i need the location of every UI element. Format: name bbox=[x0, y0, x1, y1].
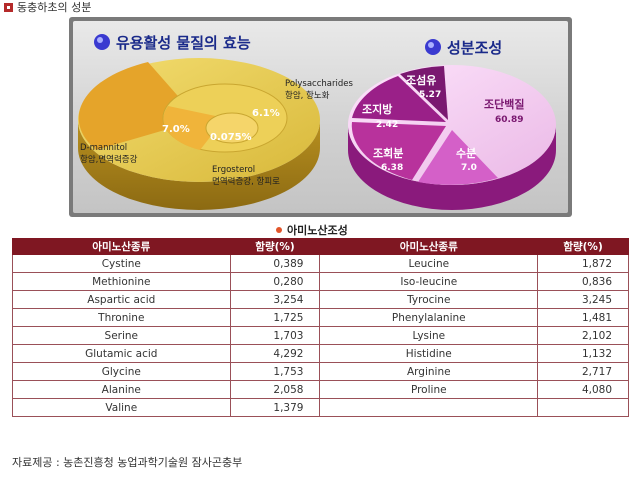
header-amino-type: 아미노산종류 bbox=[319, 238, 539, 255]
amino-value: 2,058 bbox=[229, 380, 321, 399]
amino-value: 0,836 bbox=[537, 272, 629, 291]
amino-name: Cystine bbox=[12, 254, 231, 273]
amino-value: 0,280 bbox=[229, 272, 321, 291]
amino-value: 3,245 bbox=[537, 290, 629, 309]
left-label-dman-value: 7.0% bbox=[162, 124, 190, 135]
left-donut-side bbox=[78, 120, 320, 210]
left-label-poly-name: Polysaccharides bbox=[285, 79, 353, 89]
table-row: Thronine 1,725 Phenylalanine 1,481 bbox=[12, 308, 629, 327]
right-label-protein-value: 60.89 bbox=[495, 115, 523, 125]
amino-name: Glycine bbox=[12, 362, 231, 381]
left-inner-slice bbox=[163, 106, 225, 150]
right-label-fat-name: 조지방 bbox=[362, 102, 392, 116]
right-label-fat-value: 2.42 bbox=[376, 120, 398, 130]
right-label-moisture-value: 7.0 bbox=[461, 163, 477, 173]
table-row: Alanine 2,058 Proline 4,080 bbox=[12, 380, 629, 399]
table-header-row: 아미노산종류 함량(%) 아미노산종류 함량(%) bbox=[12, 238, 629, 255]
right-chart-title: 성분조성 bbox=[447, 39, 502, 57]
left-chart-title-group: 유용활성 물질의 효능 bbox=[94, 34, 251, 52]
amino-value: 4,080 bbox=[537, 380, 629, 399]
right-slice-moisture bbox=[418, 130, 498, 185]
orange-dot-icon bbox=[276, 227, 282, 233]
source-credit: 자료제공 : 농촌진흥청 농업과학기술원 잠사곤충부 bbox=[12, 456, 243, 469]
amino-name: Tyrocine bbox=[319, 290, 539, 309]
table-row: Valine 1,379 bbox=[12, 398, 629, 417]
section-title: 동충하초의 성분 bbox=[17, 1, 92, 14]
right-label-ash-name: 조회분 bbox=[373, 146, 403, 160]
amino-name: Phenylalanine bbox=[319, 308, 539, 327]
amino-name: Glutamic acid bbox=[12, 344, 231, 363]
left-label-poly-value: 6.1% bbox=[252, 108, 280, 119]
amino-value: 2,717 bbox=[537, 362, 629, 381]
right-label-moisture-name: 수분 bbox=[456, 147, 476, 160]
amino-value: 1,703 bbox=[229, 326, 321, 345]
amino-name: Lysine bbox=[319, 326, 539, 345]
left-label-dman-name: D-mannitol bbox=[80, 143, 127, 153]
amino-value bbox=[537, 398, 629, 417]
amino-value: 1,132 bbox=[537, 344, 629, 363]
amino-name: Leucine bbox=[319, 254, 539, 273]
table-row: Cystine 0,389 Leucine 1,872 bbox=[12, 254, 629, 273]
amino-title-text: 아미노산조성 bbox=[287, 224, 348, 237]
left-label-poly-effect: 항암, 항노화 bbox=[285, 90, 330, 101]
amino-name: Proline bbox=[319, 380, 539, 399]
left-donut-chart: 6.1% 7.0% 0.075% Polysaccharides 항암, 항노화… bbox=[78, 58, 353, 210]
amino-name: Alanine bbox=[12, 380, 231, 399]
right-pie-side bbox=[348, 125, 556, 210]
amino-section-title: 아미노산조성 bbox=[276, 222, 348, 238]
amino-value: 0,389 bbox=[229, 254, 321, 273]
right-slice-fat bbox=[352, 76, 446, 122]
left-chart-title: 유용활성 물질의 효능 bbox=[116, 34, 251, 52]
left-label-ergo-value: 0.075% bbox=[210, 132, 252, 143]
right-label-protein-name: 조단백질 bbox=[484, 97, 524, 111]
right-pie-chart: 조섬유 5.27 조지방 2.42 조회분 6.38 수분 7.0 조단백질 6… bbox=[348, 65, 556, 210]
amino-value: 1,753 bbox=[229, 362, 321, 381]
amino-name: Iso-leucine bbox=[319, 272, 539, 291]
amino-name: Histidine bbox=[319, 344, 539, 363]
amino-name: Serine bbox=[12, 326, 231, 345]
section-header: 동충하초의 성분 bbox=[4, 0, 91, 14]
charts-svg: 유용활성 물질의 효능 6.1% 7.0% 0.075% Polysacchar… bbox=[78, 34, 556, 210]
amino-name: Arginine bbox=[319, 362, 539, 381]
left-title-orb-shine bbox=[97, 37, 103, 43]
amino-name: Aspartic acid bbox=[12, 290, 231, 309]
right-slice-ash bbox=[351, 122, 446, 180]
header-content: 함량(%) bbox=[229, 238, 321, 255]
right-label-fiber-value: 5.27 bbox=[419, 90, 441, 100]
amino-name: Valine bbox=[12, 398, 231, 417]
bullet-icon bbox=[4, 2, 13, 12]
amino-value: 1,481 bbox=[537, 308, 629, 327]
header-content: 함량(%) bbox=[537, 238, 629, 255]
amino-name bbox=[319, 398, 539, 417]
left-label-ergo-effect: 면역력증강, 항피로 bbox=[212, 176, 280, 187]
table-row: Glutamic acid 4,292 Histidine 1,132 bbox=[12, 344, 629, 363]
right-slice-fiber bbox=[400, 66, 448, 120]
amino-name: Thronine bbox=[12, 308, 231, 327]
amino-value: 3,254 bbox=[229, 290, 321, 309]
table-row: Glycine 1,753 Arginine 2,717 bbox=[12, 362, 629, 381]
right-title-orb-shine bbox=[428, 42, 434, 48]
header-amino-type: 아미노산종류 bbox=[12, 238, 231, 255]
amino-value: 2,102 bbox=[537, 326, 629, 345]
right-chart-title-group: 성분조성 bbox=[425, 39, 502, 57]
table-row: Aspartic acid 3,254 Tyrocine 3,245 bbox=[12, 290, 629, 309]
amino-name: Methionine bbox=[12, 272, 231, 291]
left-core bbox=[205, 112, 259, 144]
amino-value: 4,292 bbox=[229, 344, 321, 363]
table-row: Serine 1,703 Lysine 2,102 bbox=[12, 326, 629, 345]
left-label-ergo-name: Ergosterol bbox=[212, 165, 255, 175]
amino-value: 1,872 bbox=[537, 254, 629, 273]
amino-value: 1,725 bbox=[229, 308, 321, 327]
amino-acid-table: 아미노산종류 함량(%) 아미노산종류 함량(%) Cystine 0,389 … bbox=[12, 238, 629, 417]
right-label-fiber-name: 조섬유 bbox=[406, 73, 436, 87]
table-row: Methionine 0,280 Iso-leucine 0,836 bbox=[12, 272, 629, 291]
right-label-ash-value: 6.38 bbox=[381, 163, 403, 173]
amino-value: 1,379 bbox=[229, 398, 321, 417]
left-label-dman-effect: 항암,면역력증강 bbox=[80, 154, 138, 165]
